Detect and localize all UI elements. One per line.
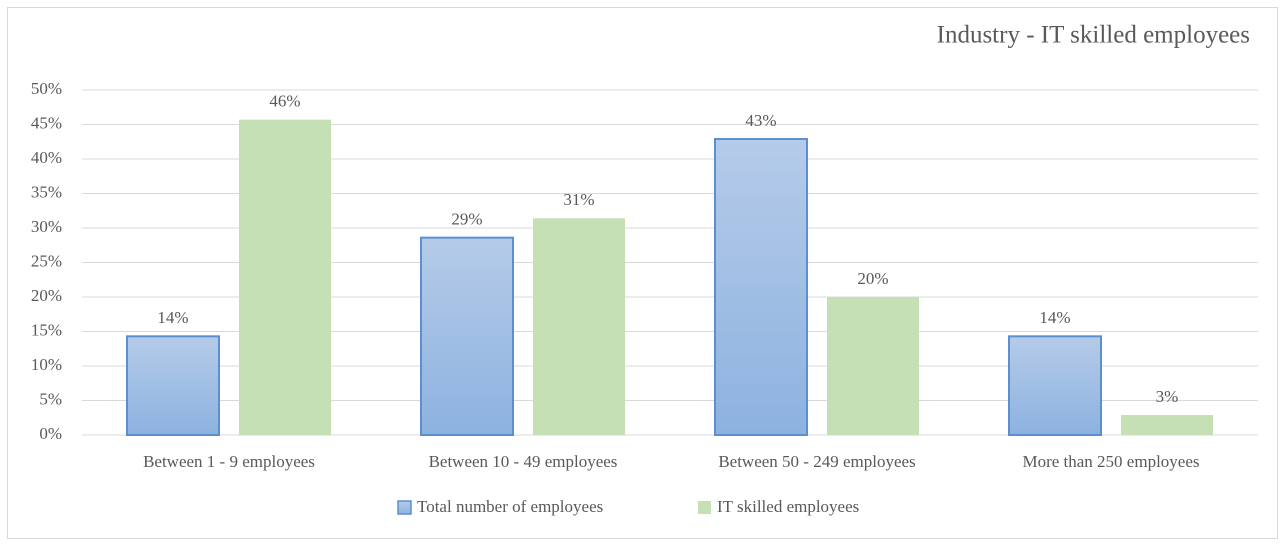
bar bbox=[420, 236, 514, 436]
chart-frame bbox=[7, 7, 1278, 539]
y-tick-label: 50% bbox=[31, 79, 62, 98]
bar bbox=[714, 137, 808, 437]
legend-label: IT skilled employees bbox=[717, 497, 859, 516]
y-tick-label: 35% bbox=[31, 182, 62, 201]
x-tick-label: More than 250 employees bbox=[1022, 452, 1199, 471]
y-tick-label: 25% bbox=[31, 251, 62, 270]
chart-title: Industry - IT skilled employees bbox=[937, 22, 1250, 49]
legend-swatch bbox=[397, 500, 412, 515]
data-label: 14% bbox=[1039, 308, 1070, 327]
data-label: 20% bbox=[857, 269, 888, 288]
data-label: 46% bbox=[269, 92, 300, 111]
bar bbox=[827, 297, 919, 435]
data-label: 31% bbox=[563, 190, 594, 209]
data-label: 43% bbox=[745, 111, 776, 130]
bar bbox=[1121, 414, 1213, 435]
x-tick-label: Between 50 - 249 employees bbox=[718, 452, 915, 471]
bar bbox=[533, 218, 625, 435]
bar bbox=[126, 335, 220, 436]
y-tick-label: 0% bbox=[39, 424, 62, 443]
x-tick-label: Between 10 - 49 employees bbox=[429, 452, 618, 471]
bar bbox=[239, 119, 331, 436]
y-tick-label: 15% bbox=[31, 320, 62, 339]
legend-swatch bbox=[698, 501, 711, 514]
data-label: 14% bbox=[157, 308, 188, 327]
bar bbox=[1008, 335, 1102, 436]
x-tick-label: Between 1 - 9 employees bbox=[143, 452, 315, 471]
y-tick-label: 30% bbox=[31, 217, 62, 236]
y-tick-label: 40% bbox=[31, 148, 62, 167]
y-tick-label: 45% bbox=[31, 113, 62, 132]
y-tick-label: 10% bbox=[31, 355, 62, 374]
data-label: 29% bbox=[451, 210, 482, 229]
data-label: 3% bbox=[1156, 387, 1179, 406]
y-tick-label: 5% bbox=[39, 389, 62, 408]
legend-label: Total number of employees bbox=[417, 497, 603, 516]
y-tick-label: 20% bbox=[31, 286, 62, 305]
